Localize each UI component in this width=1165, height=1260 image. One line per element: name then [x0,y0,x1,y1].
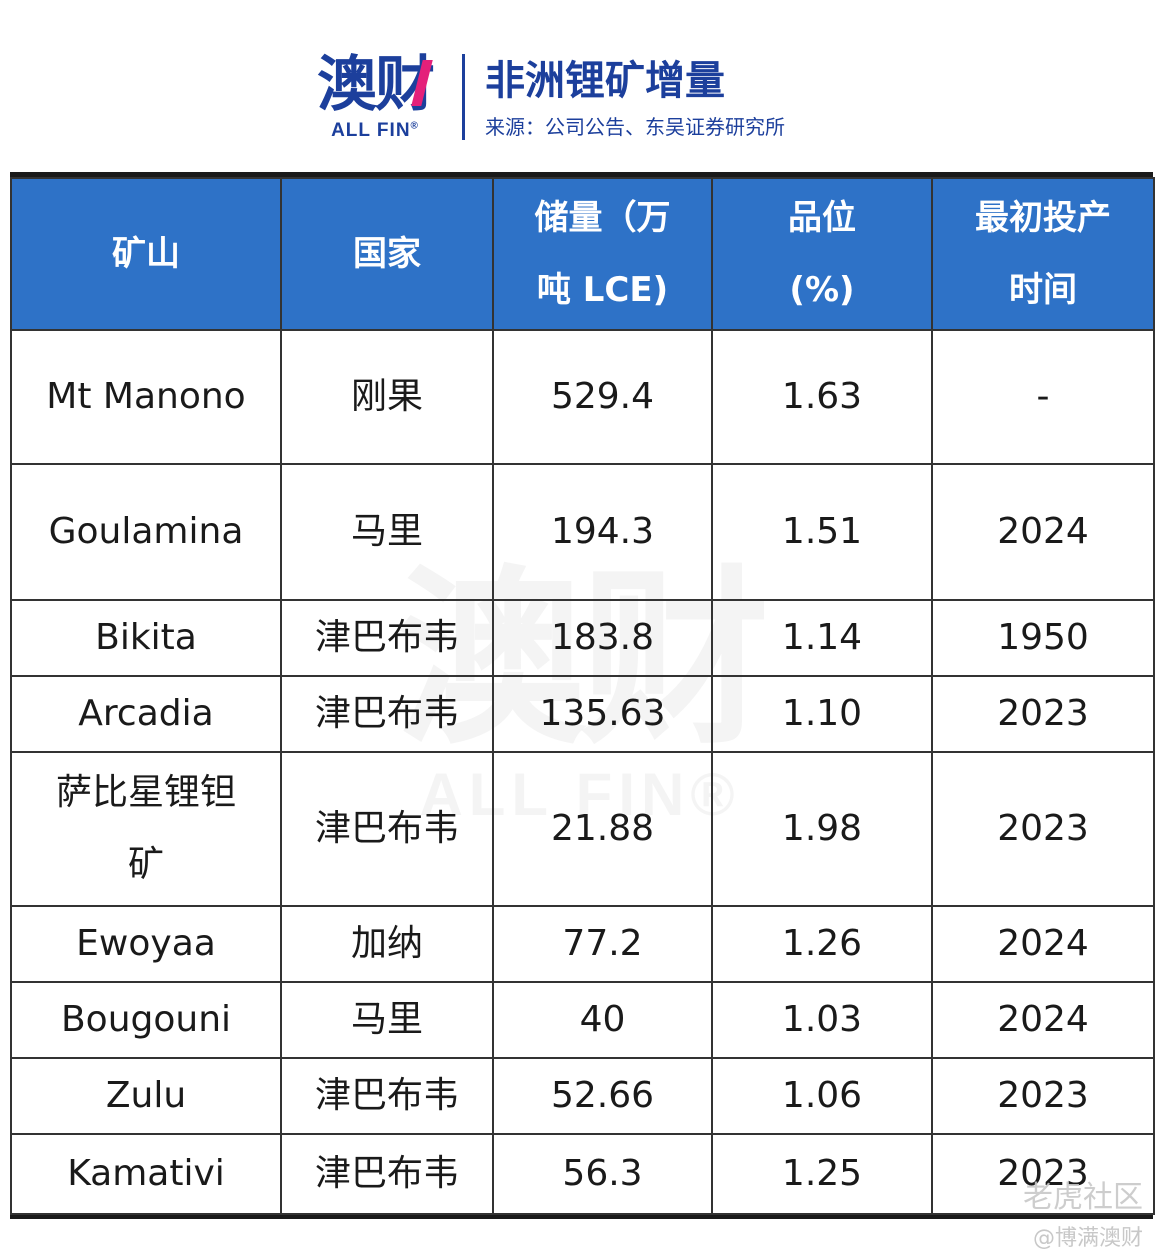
table-row: Arcadia 津巴布韦 135.63 1.10 2023 [10,675,1155,753]
table-row: Ewoyaa 加纳 77.2 1.26 2024 [10,905,1155,983]
table-row: Zulu 津巴布韦 52.66 1.06 2023 [10,1057,1155,1135]
header-mine: 矿山 [10,177,282,331]
logo-subtext: ALL FIN® [331,120,419,141]
cell-mine: Bikita [10,599,282,677]
header-country: 国家 [280,177,494,331]
tiger-community-watermark: 老虎社区 [1023,1180,1143,1215]
cell-country: 津巴布韦 [280,1057,494,1135]
lithium-mines-table: 矿山 国家 储量（万吨 LCE) 品位 (%) 最初投产 时间 Mt Manono 刚… [10,177,1155,1215]
cell-year: 2023 [931,675,1155,753]
header-start-year: 最初投产 时间 [931,177,1155,331]
cell-grade: 1.51 [711,463,933,601]
cell-grade: 1.10 [711,675,933,753]
cell-year: - [931,329,1155,465]
table-bottom-rule [10,1215,1153,1219]
cell-reserve: 21.88 [492,751,713,907]
cell-reserve: 135.63 [492,675,713,753]
logo-wordmark: 澳财 [317,50,435,120]
header-grade: 品位 (%) [711,177,933,331]
cell-country: 津巴布韦 [280,1133,494,1215]
cell-year: 2024 [931,463,1155,601]
table-row: 萨比星锂钽矿 津巴布韦 21.88 1.98 2023 [10,751,1155,907]
cell-grade: 1.03 [711,981,933,1059]
cell-reserve: 529.4 [492,329,713,465]
cell-grade: 1.14 [711,599,933,677]
cell-reserve: 194.3 [492,463,713,601]
cell-year: 1950 [931,599,1155,677]
cell-year: 2024 [931,981,1155,1059]
cell-mine: Arcadia [10,675,282,753]
cell-grade: 1.26 [711,905,933,983]
cell-country: 马里 [280,981,494,1059]
cell-country: 津巴布韦 [280,751,494,907]
table-row: Mt Manono 刚果 529.4 1.63- [10,329,1155,465]
cell-mine: Kamativi [10,1133,282,1215]
author-credit: @博满澳财 [1032,1226,1143,1251]
table-header-row: 矿山 国家 储量（万吨 LCE) 品位 (%) 最初投产 时间 [10,177,1155,331]
cell-country: 津巴布韦 [280,675,494,753]
cell-year: 2023 [931,751,1155,907]
cell-country: 刚果 [280,329,494,465]
cell-grade: 1.98 [711,751,933,907]
cell-grade: 1.06 [711,1057,933,1135]
cell-grade: 1.63 [711,329,933,465]
cell-grade: 1.25 [711,1133,933,1215]
cell-reserve: 52.66 [492,1057,713,1135]
cell-year: 2023 [931,1133,1155,1215]
source-note: 来源：公司公告、东吴证券研究所 [485,114,785,139]
cell-mine: 萨比星锂钽矿 [10,751,282,907]
cell-mine: Zulu [10,1057,282,1135]
cell-country: 马里 [280,463,494,601]
header: 澳财 ALL FIN® 非洲锂矿增量 来源：公司公告、东吴证券研究所 [300,42,785,152]
table-row: Bikita 津巴布韦 183.8 1.14 1950 [10,599,1155,677]
header-divider [462,54,465,140]
cell-year: 2023 [931,1057,1155,1135]
table-row: Goulamina 马里 194.3 1.51 2024 [10,463,1155,601]
page-title: 非洲锂矿增量 [485,57,725,104]
allfin-logo: 澳财 ALL FIN® [300,52,450,142]
cell-mine: Bougouni [10,981,282,1059]
cell-reserve: 77.2 [492,905,713,983]
cell-reserve: 183.8 [492,599,713,677]
cell-year: 2024 [931,905,1155,983]
cell-mine: Goulamina [10,463,282,601]
table-row: Bougouni 马里 40 1.03 2024 [10,981,1155,1059]
table-row: Kamativi 津巴布韦 56.3 1.25 2023 [10,1133,1155,1215]
header-reserve: 储量（万吨 LCE) [492,177,713,331]
cell-reserve: 56.3 [492,1133,713,1215]
cell-mine: Ewoyaa [10,905,282,983]
lithium-table-container: 矿山 国家 储量（万吨 LCE) 品位 (%) 最初投产 时间 Mt Manono 刚… [10,172,1155,1215]
cell-reserve: 40 [492,981,713,1059]
cell-country: 加纳 [280,905,494,983]
header-titles: 非洲锂矿增量 来源：公司公告、东吴证券研究所 [485,55,785,140]
cell-mine: Mt Manono [10,329,282,465]
cell-country: 津巴布韦 [280,599,494,677]
